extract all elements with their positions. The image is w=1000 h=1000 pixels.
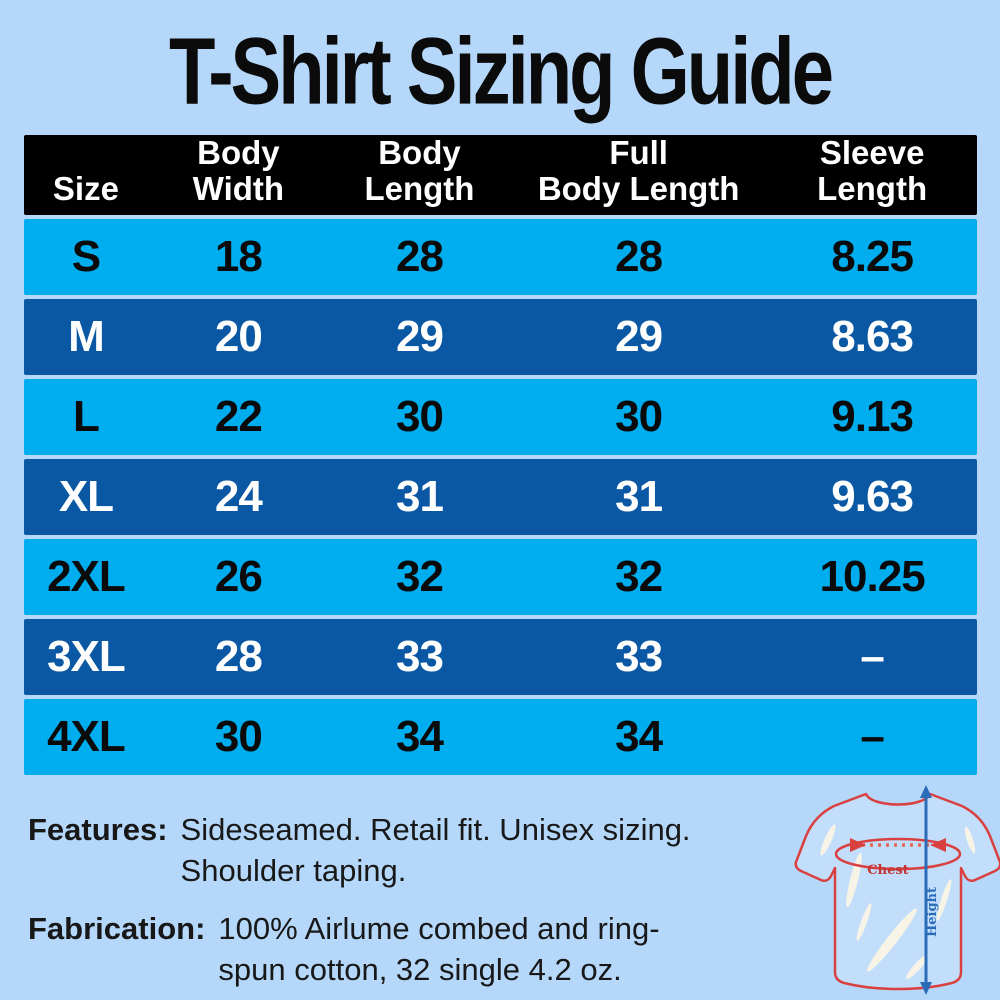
body-width-value: 20 [214,312,263,361]
tshirt-measurement-diagram: Chest Height [794,785,1000,995]
column-header-body-width: Body Width [192,134,285,207]
table-row-2xl: 2XL 26 32 32 10.25 [24,539,977,615]
chest-label: Chest [867,863,908,878]
column-header-sleeve-length: Sleeve Length [817,134,928,207]
height-arrow-top [920,785,932,798]
size-label: XL [58,472,114,521]
features-label: Features: [28,812,168,847]
body-length-value: 32 [395,552,444,601]
size-label: S [71,232,101,281]
body-width-value: 26 [214,552,263,601]
sleeve-length-value: 8.25 [831,232,914,281]
size-label: 2XL [47,552,126,601]
size-label: 4XL [47,712,126,761]
column-header-size: Size [52,169,119,207]
sleeve-length-value: 9.63 [831,472,914,521]
page-title: T-Shirt Sizing Guide [169,19,834,125]
size-label: M [68,312,105,361]
chest-arrow-right [930,838,946,852]
table-row-xl: XL 24 31 31 9.63 [24,459,977,535]
body-width-value: 28 [214,632,263,681]
fabrication-note: Fabrication: 100% Airlume combed and rin… [28,909,798,991]
height-label: Height [925,887,940,937]
table-row-3xl: 3XL 28 33 33 – [24,619,977,695]
full-body-length-value: 31 [615,472,663,521]
body-length-value: 34 [395,712,444,761]
chest-measure-ellipse [834,837,962,871]
full-body-length-value: 30 [615,392,663,441]
fabrication-label: Fabrication: [28,910,206,946]
table-row-4xl: 4XL 30 34 34 – [24,699,977,775]
full-body-length-value: 28 [615,232,663,281]
body-length-value: 33 [395,632,444,681]
table-row-l: L 22 30 30 9.13 [24,379,977,455]
full-body-length-value: 33 [615,632,663,681]
body-length-value: 31 [395,472,444,521]
product-notes: Features: Sideseamed. Retail fit. Unisex… [28,810,798,1000]
body-width-value: 18 [214,232,263,281]
column-header-body-length: Body Length [364,134,475,207]
height-arrow-bottom [920,982,932,995]
tshirt-outline [794,792,1000,991]
body-length-value: 30 [395,392,444,441]
sleeve-length-value: – [860,632,884,681]
fabric-highlights [820,824,976,980]
body-length-value: 28 [395,232,444,281]
size-label: L [72,392,100,441]
size-table: Size Body Width Body Length Full Body Le… [24,135,977,779]
fabrication-text: 100% Airlume combed and ring- spun cotto… [218,910,660,987]
table-row-m: M 20 29 29 8.63 [24,299,977,375]
size-label: 3XL [47,632,126,681]
body-width-value: 22 [214,392,263,441]
table-header-row: Size Body Width Body Length Full Body Le… [24,135,977,215]
column-header-full-body-length: Full Body Length [537,134,740,207]
features-note: Features: Sideseamed. Retail fit. Unisex… [28,810,798,892]
features-text: Sideseamed. Retail fit. Unisex sizing. S… [180,812,691,888]
sleeve-length-value: 10.25 [819,552,926,601]
sleeve-length-value: 8.63 [831,312,914,361]
table-row-s: S 18 28 28 8.25 [24,219,977,295]
body-width-value: 24 [214,472,263,521]
body-width-value: 30 [214,712,263,761]
sleeve-length-value: – [860,712,884,761]
full-body-length-value: 29 [615,312,663,361]
full-body-length-value: 32 [615,552,663,601]
sleeve-length-value: 9.13 [831,392,914,441]
body-length-value: 29 [395,312,444,361]
chest-arrow-left [850,838,866,852]
full-body-length-value: 34 [615,712,663,761]
